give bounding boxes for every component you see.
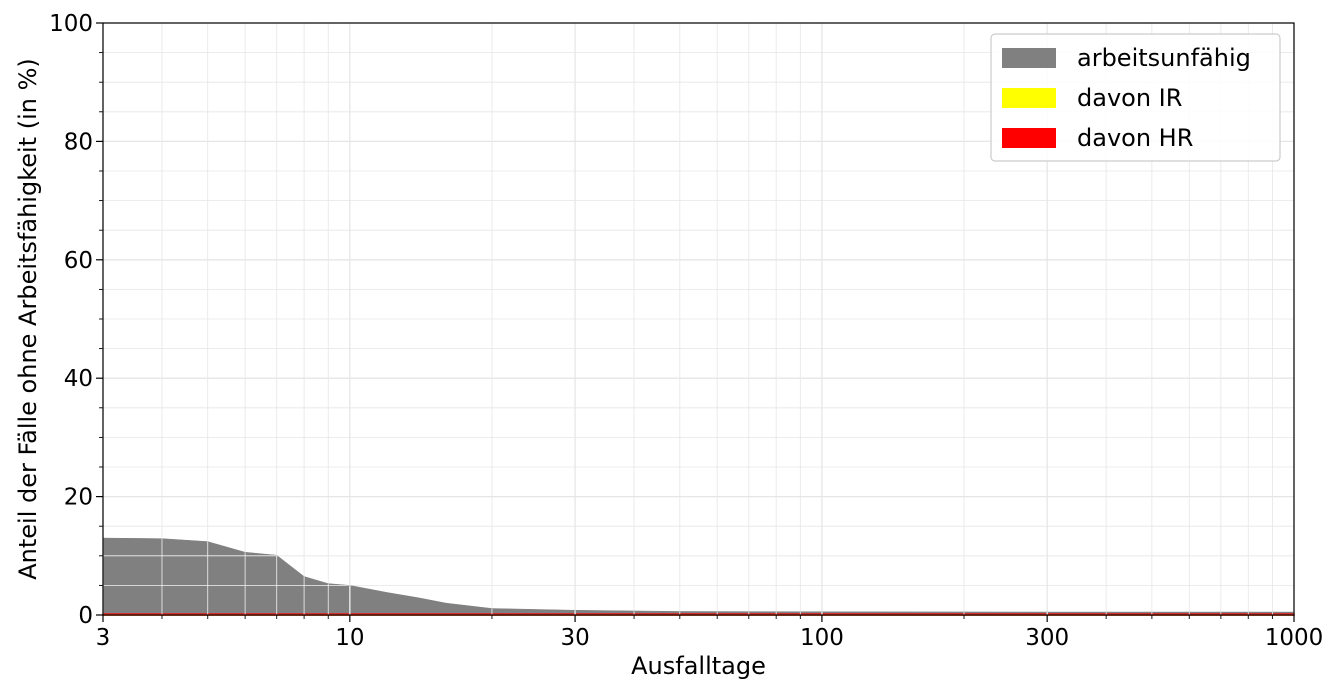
x-tick-label: 1000 — [1265, 625, 1324, 651]
legend-swatch — [1002, 88, 1056, 108]
axis-ticks: 3 10 30 100 300 1000 0 20 40 60 80 100 — [49, 11, 1323, 651]
y-axis-title: Anteil der Fälle ohne Arbeitsfähigkeit (… — [14, 58, 42, 580]
y-tick-label: 80 — [64, 129, 93, 155]
x-tick-label: 300 — [1025, 625, 1069, 651]
legend-box — [990, 33, 1281, 162]
y-tick-label: 60 — [64, 248, 93, 274]
legend: arbeitsunfähig davon IR davon HR — [990, 33, 1281, 162]
y-tick-label: 0 — [78, 603, 93, 629]
x-tick-label: 3 — [96, 625, 111, 651]
legend-swatch — [1002, 128, 1056, 148]
x-tick-label: 10 — [335, 625, 364, 651]
series-areas — [102, 537, 1295, 616]
x-tick-label: 30 — [560, 625, 589, 651]
legend-label: davon HR — [1077, 124, 1193, 152]
legend-label: arbeitsunfähig — [1077, 44, 1251, 72]
legend-swatch — [1002, 48, 1056, 68]
x-tick-label: 100 — [800, 625, 844, 651]
legend-label: davon IR — [1077, 84, 1182, 112]
y-tick-label: 100 — [49, 11, 93, 37]
y-tick-label: 40 — [64, 366, 93, 392]
y-tick-label: 20 — [64, 485, 93, 511]
series-area-1 — [102, 537, 1295, 616]
x-axis-title: Ausfalltage — [631, 652, 766, 680]
